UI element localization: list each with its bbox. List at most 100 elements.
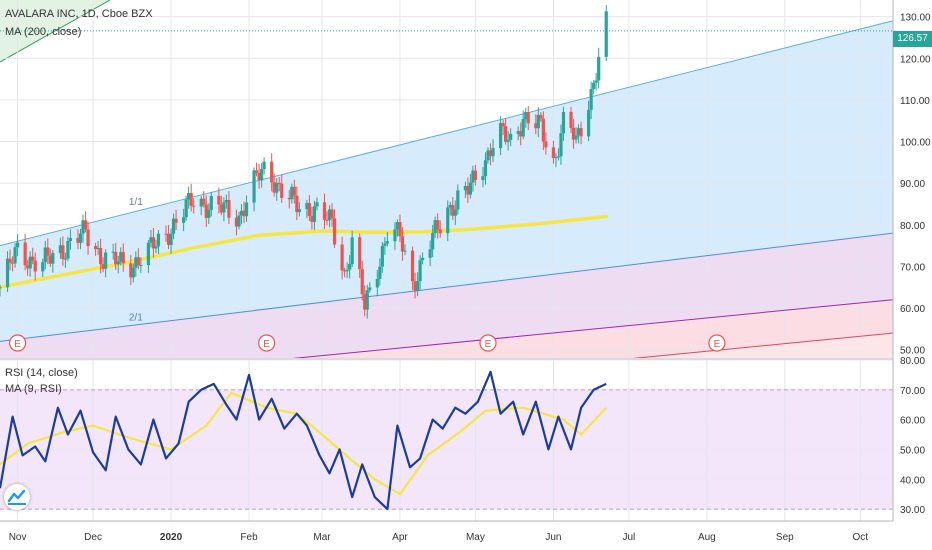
candle-body <box>516 131 520 134</box>
candle-body <box>234 217 239 227</box>
candle-body <box>63 258 68 260</box>
candle-body <box>574 135 578 140</box>
price-axis[interactable] <box>893 0 932 521</box>
candle-body <box>348 264 352 270</box>
candle-body <box>169 233 173 245</box>
candle-body <box>297 209 301 213</box>
candle-body <box>453 209 457 216</box>
candle-body <box>239 210 244 216</box>
time-tick-label: Apr <box>392 532 408 543</box>
candle-body <box>501 123 505 127</box>
tradingview-logo[interactable] <box>4 484 30 510</box>
candle-body <box>368 287 372 291</box>
earnings-label: E <box>263 339 270 350</box>
rsi-legend: RSI (14, close) <box>5 367 78 379</box>
candle-body <box>78 233 83 243</box>
candle-body <box>61 245 65 260</box>
candle-body <box>8 258 12 263</box>
candle-body <box>237 215 241 227</box>
candle-body <box>262 161 266 170</box>
candle-body <box>51 252 55 264</box>
main-grid <box>0 0 893 358</box>
candle-body <box>448 204 452 208</box>
candle-body <box>524 112 528 120</box>
candle-body <box>431 233 435 250</box>
fib-labels: 1/1 2/1 <box>129 197 143 323</box>
logo-icon <box>7 489 26 505</box>
candle-body <box>23 242 27 266</box>
time-tick-label: Feb <box>240 532 258 543</box>
candle-body <box>468 182 472 195</box>
candle-body <box>395 222 400 230</box>
price-tick-label: 90.00 <box>900 179 925 190</box>
trend-line <box>0 232 893 342</box>
candle-body <box>280 183 284 198</box>
candle-body <box>551 147 556 159</box>
time-tick-label: 2020 <box>160 532 183 543</box>
candle-body <box>541 118 545 142</box>
candle-body <box>76 238 80 243</box>
candle-body <box>189 192 193 206</box>
price-tick-label: 80.00 <box>900 221 925 232</box>
candle-body <box>272 182 276 193</box>
rsi-ma-legend: MA (9, RSI) <box>5 383 62 395</box>
candle-body <box>345 269 349 272</box>
time-axis[interactable] <box>0 521 932 550</box>
rsi-tick-label: 50.00 <box>900 445 925 456</box>
candle-body <box>433 220 437 234</box>
price-tick-label: 60.00 <box>900 304 925 315</box>
candle-body <box>277 182 281 184</box>
candle-body <box>343 270 347 272</box>
candle-body <box>559 133 563 157</box>
candle-body <box>332 218 337 245</box>
candle-body <box>466 186 470 195</box>
candle-body <box>403 250 407 252</box>
price-tick-label: 50.00 <box>900 346 925 357</box>
candle-body <box>325 219 329 221</box>
time-tick-label: Dec <box>84 532 102 543</box>
candle-body <box>597 56 601 81</box>
candle-body <box>66 240 70 259</box>
candle-body <box>149 237 153 243</box>
candle-body <box>398 222 402 237</box>
time-tick-label: Jun <box>545 532 561 543</box>
candle-body <box>380 245 384 267</box>
candle-body <box>209 195 213 210</box>
candle-body <box>488 150 493 157</box>
candle-body <box>224 199 228 203</box>
candle-body <box>192 205 196 207</box>
candle-body <box>86 229 90 247</box>
candlestick-series <box>0 4 608 319</box>
candle-body <box>227 199 231 218</box>
candle-body <box>182 217 186 223</box>
rsi-tick-label: 60.00 <box>900 416 925 427</box>
candle-body <box>41 262 45 272</box>
candle-body <box>58 245 62 253</box>
trend-line <box>292 299 893 358</box>
time-tick-label: Jul <box>622 532 635 543</box>
candle-body <box>222 202 226 213</box>
candle-body <box>146 242 151 265</box>
candle-body <box>438 229 442 234</box>
candle-body <box>254 170 259 173</box>
candle-body <box>436 220 440 230</box>
candle-body <box>315 202 319 207</box>
candle-body <box>287 197 291 200</box>
candle-body <box>174 218 178 223</box>
candle-body <box>312 206 317 222</box>
candle-body <box>483 160 488 177</box>
rsi-ma-line <box>0 391 608 496</box>
last-price-label: 126.57 <box>893 31 932 47</box>
candle-body <box>31 256 35 261</box>
price-tick-label: 110.00 <box>900 96 930 107</box>
candle-body <box>471 170 475 183</box>
earnings-marker <box>479 334 497 352</box>
earnings-marker <box>708 334 726 352</box>
candle-body <box>571 127 576 140</box>
candle-body <box>418 260 422 282</box>
candle-body <box>587 109 591 137</box>
candle-body <box>592 82 596 90</box>
candle-body <box>93 246 98 250</box>
candle-body <box>569 111 573 128</box>
